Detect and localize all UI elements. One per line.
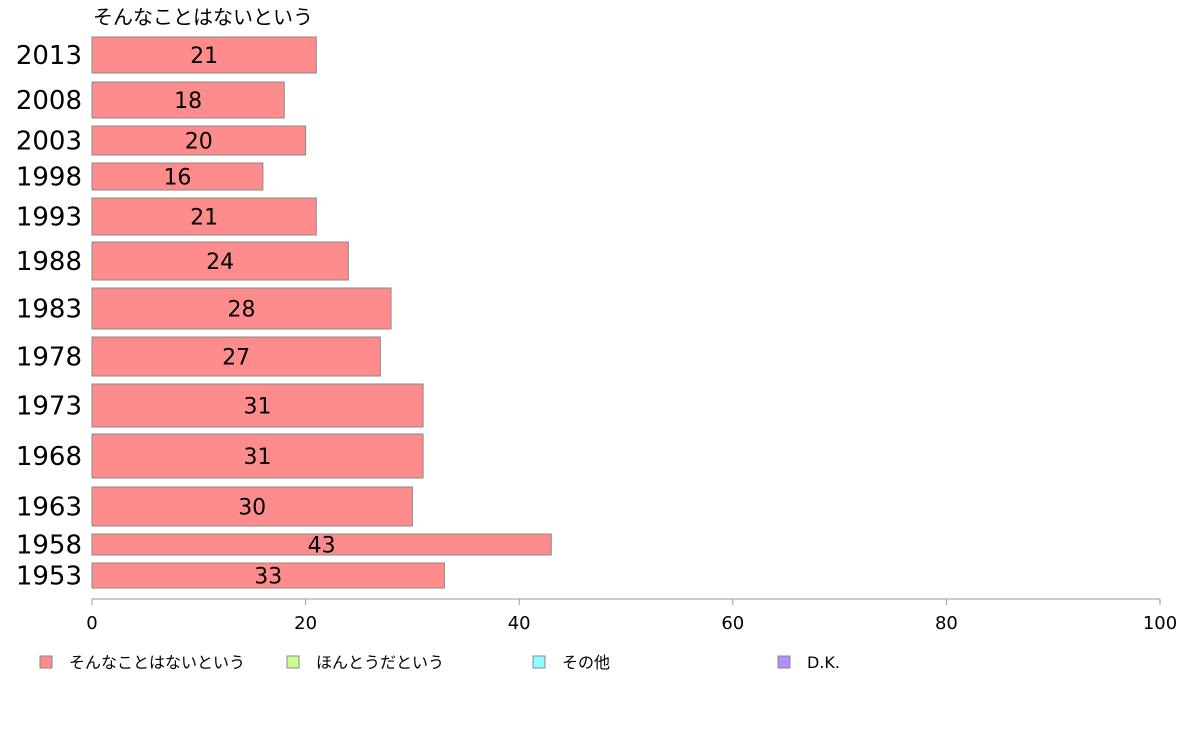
- y-tick-label: 1988: [16, 247, 82, 277]
- x-tick-label: 20: [294, 613, 317, 634]
- y-tick-label: 1968: [16, 442, 82, 472]
- data-label: 30: [238, 496, 266, 521]
- data-label: 16: [163, 166, 191, 191]
- legend: そんなことはないという ほんとうだという その他 D.K.: [39, 653, 840, 672]
- legend-label: そんなことはないという: [69, 653, 245, 672]
- data-label: 43: [308, 534, 336, 559]
- legend-label: その他: [562, 653, 610, 672]
- legend-swatch: [532, 655, 546, 669]
- bar: [91, 241, 349, 281]
- bar: [91, 197, 317, 236]
- legend-swatch: [777, 655, 791, 669]
- data-label: 33: [254, 565, 282, 590]
- data-label: 21: [190, 206, 218, 231]
- y-tick-label: 1978: [16, 343, 82, 373]
- bar: [91, 336, 381, 377]
- x-tick-label: 100: [1143, 613, 1177, 634]
- bar: [91, 162, 264, 191]
- y-tick-label: 1958: [16, 531, 82, 561]
- series-title: そんなことはないという: [93, 5, 313, 29]
- legend-label: D.K.: [807, 653, 840, 672]
- y-tick-label: 2008: [16, 86, 82, 116]
- data-label: 31: [244, 445, 272, 470]
- legend-swatch: [286, 655, 300, 669]
- y-tick-label: 1993: [16, 203, 82, 233]
- data-label: 20: [185, 130, 213, 155]
- bar: [91, 383, 424, 428]
- data-label: 21: [190, 44, 218, 69]
- bar: [91, 533, 552, 556]
- y-tick-label: 1953: [16, 562, 82, 592]
- x-axis: 0 20 40 60 80 100: [86, 598, 1177, 634]
- bar: [91, 81, 285, 119]
- bar: [91, 486, 413, 527]
- x-tick-label: 40: [508, 613, 531, 634]
- x-tick-label: 0: [86, 613, 97, 634]
- y-tick-label: 1963: [16, 493, 82, 523]
- data-label: 24: [206, 250, 234, 275]
- y-tick-label: 2013: [16, 41, 82, 71]
- data-label: 18: [174, 89, 202, 114]
- x-tick-label: 60: [721, 613, 744, 634]
- y-tick-label: 1998: [16, 163, 82, 193]
- data-label: 27: [222, 346, 250, 371]
- bar: [91, 433, 424, 479]
- bar: [91, 562, 445, 589]
- bars-layer: 2013 21 2008 18 2003 20 1998 16 1993 21 1988 24 1983…: [16, 36, 552, 592]
- data-label: 31: [244, 395, 272, 420]
- x-tick-label: 80: [935, 613, 958, 634]
- legend-label: ほんとうだという: [316, 653, 444, 672]
- legend-swatch: [39, 655, 53, 669]
- bar: [91, 125, 307, 156]
- data-label: 28: [228, 298, 256, 323]
- y-tick-label: 1983: [16, 295, 82, 325]
- y-tick-label: 1973: [16, 392, 82, 422]
- bar: [91, 36, 317, 74]
- bar: [91, 287, 392, 330]
- y-tick-label: 2003: [16, 127, 82, 157]
